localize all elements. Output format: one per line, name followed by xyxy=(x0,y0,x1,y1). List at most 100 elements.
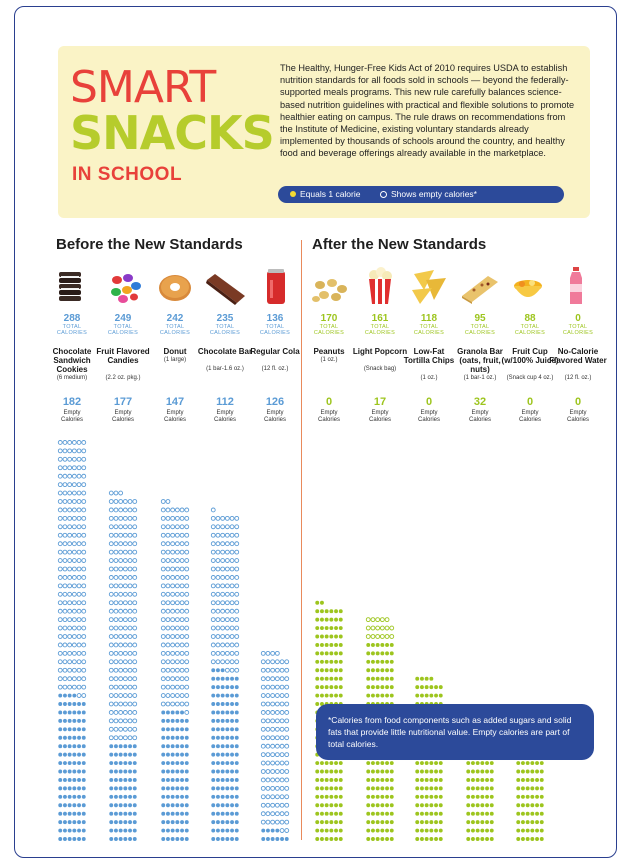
empty-calorie-dot xyxy=(234,659,240,665)
empty-calorie-dot xyxy=(215,600,221,606)
empty-calorie-dot xyxy=(179,676,185,682)
empty-calorie-dot xyxy=(170,650,176,656)
calorie-dot xyxy=(415,794,420,799)
calorie-dot xyxy=(118,761,123,766)
calorie-dot xyxy=(123,769,128,774)
empty-calorie-dot xyxy=(113,726,119,732)
calorie-dot xyxy=(375,676,380,681)
empty-calorie-dot xyxy=(210,650,216,656)
total-calories-label: 136 TOTAL CALORIES xyxy=(248,313,302,336)
calorie-dot xyxy=(475,820,480,825)
empty-calorie-dot xyxy=(81,659,87,665)
calorie-dot xyxy=(338,676,343,681)
calorie-dot xyxy=(184,761,189,766)
fruit-cup-icon xyxy=(514,280,542,297)
empty-calorie-dot xyxy=(184,710,190,715)
empty-calorie-dot xyxy=(170,659,176,665)
empty-calorie-dot xyxy=(118,608,124,614)
calorie-dot xyxy=(81,710,86,715)
empty-calorie-dot xyxy=(165,591,171,597)
calorie-dot xyxy=(170,761,175,766)
calorie-dot xyxy=(380,794,385,799)
calorie-dot xyxy=(211,769,216,774)
empty-calorie-dot xyxy=(76,642,82,648)
calorie-dot xyxy=(225,685,230,690)
calorie-dot xyxy=(230,837,234,841)
legend-equals: Equals 1 calorie xyxy=(290,189,360,199)
empty-calorie-dot xyxy=(118,650,124,656)
empty-calories-label: Empty xyxy=(320,410,338,416)
empty-calorie-dot xyxy=(220,659,226,665)
calorie-dot xyxy=(234,786,239,791)
empty-calorie-dot xyxy=(375,634,381,639)
calorie-dot xyxy=(128,828,132,833)
calorie-dot xyxy=(315,651,320,656)
calorie-dot xyxy=(234,693,239,698)
calorie-dot xyxy=(371,693,375,698)
calorie-dot xyxy=(475,794,480,799)
empty-calories-label: Calories xyxy=(368,417,391,423)
empty-calorie-dot xyxy=(132,684,138,690)
calorie-dot xyxy=(366,651,371,656)
calorie-dot xyxy=(230,676,234,681)
calorie-dot xyxy=(180,727,184,732)
empty-calorie-dot xyxy=(67,456,73,462)
empty-calorie-dot xyxy=(118,718,124,724)
total-label: TOTAL xyxy=(265,324,285,330)
empty-calorie-dot xyxy=(284,760,290,766)
empty-calorie-dot xyxy=(127,735,133,741)
empty-calorie-dot xyxy=(179,575,185,580)
empty-calorie-dot xyxy=(62,549,68,555)
empty-calorie-dot xyxy=(108,693,114,698)
empty-calorie-dot xyxy=(265,769,271,774)
calorie-dot xyxy=(516,811,521,816)
calorie-dot xyxy=(211,676,216,681)
empty-calorie-dot xyxy=(260,752,266,758)
empty-calorie-dot xyxy=(62,684,68,690)
calorie-dot xyxy=(77,777,82,782)
calorie-dot xyxy=(539,837,544,841)
empty-calorie-dot xyxy=(279,718,285,724)
calorie-dot xyxy=(338,786,343,791)
empty-calorie-dot xyxy=(132,600,138,606)
calorie-dot xyxy=(338,811,343,816)
empty-calorie-dot xyxy=(184,515,190,521)
empty-calorie-dot xyxy=(284,743,290,749)
empty-calorie-dot xyxy=(160,575,166,580)
empty-calorie-dot xyxy=(118,735,124,741)
calorie-dot xyxy=(320,837,324,841)
empty-calorie-dot xyxy=(179,558,185,563)
empty-calorie-dot xyxy=(127,650,133,656)
calorie-dot xyxy=(128,769,132,774)
empty-calories-value: 112 xyxy=(216,396,234,408)
calorie-dot xyxy=(175,820,180,825)
calorie-dot xyxy=(184,727,189,732)
calorie-dot xyxy=(166,744,170,749)
empty-calorie-dot xyxy=(224,591,230,597)
calorie-dot xyxy=(118,777,123,782)
empty-calorie-dot xyxy=(279,819,285,825)
empty-calorie-dot xyxy=(284,693,290,698)
calorie-dot xyxy=(324,811,329,816)
empty-calorie-dot xyxy=(118,549,124,555)
total-label: TOTAL xyxy=(370,324,390,330)
empty-calorie-dot xyxy=(76,617,82,623)
calorie-dot xyxy=(329,828,334,833)
calorie-dot xyxy=(170,718,175,723)
empty-calorie-dot xyxy=(179,541,185,547)
empty-calorie-dot xyxy=(127,659,133,665)
empty-calories-value: 126 xyxy=(265,396,285,408)
empty-calorie-dot xyxy=(113,634,119,639)
calorie-dot xyxy=(118,769,123,774)
calorie-dot xyxy=(58,769,63,774)
total-calories-value: 136 xyxy=(266,313,284,324)
food-serving: (1 large) xyxy=(163,357,187,363)
calorie-dot xyxy=(225,676,230,681)
calorie-dot xyxy=(230,744,234,749)
calorie-dot xyxy=(132,777,137,782)
calories-label: CALORIES xyxy=(159,330,191,336)
calorie-dot xyxy=(471,820,475,825)
empty-calorie-dot xyxy=(108,549,114,555)
calorie-dot xyxy=(525,803,530,808)
calorie-dot xyxy=(230,828,234,833)
